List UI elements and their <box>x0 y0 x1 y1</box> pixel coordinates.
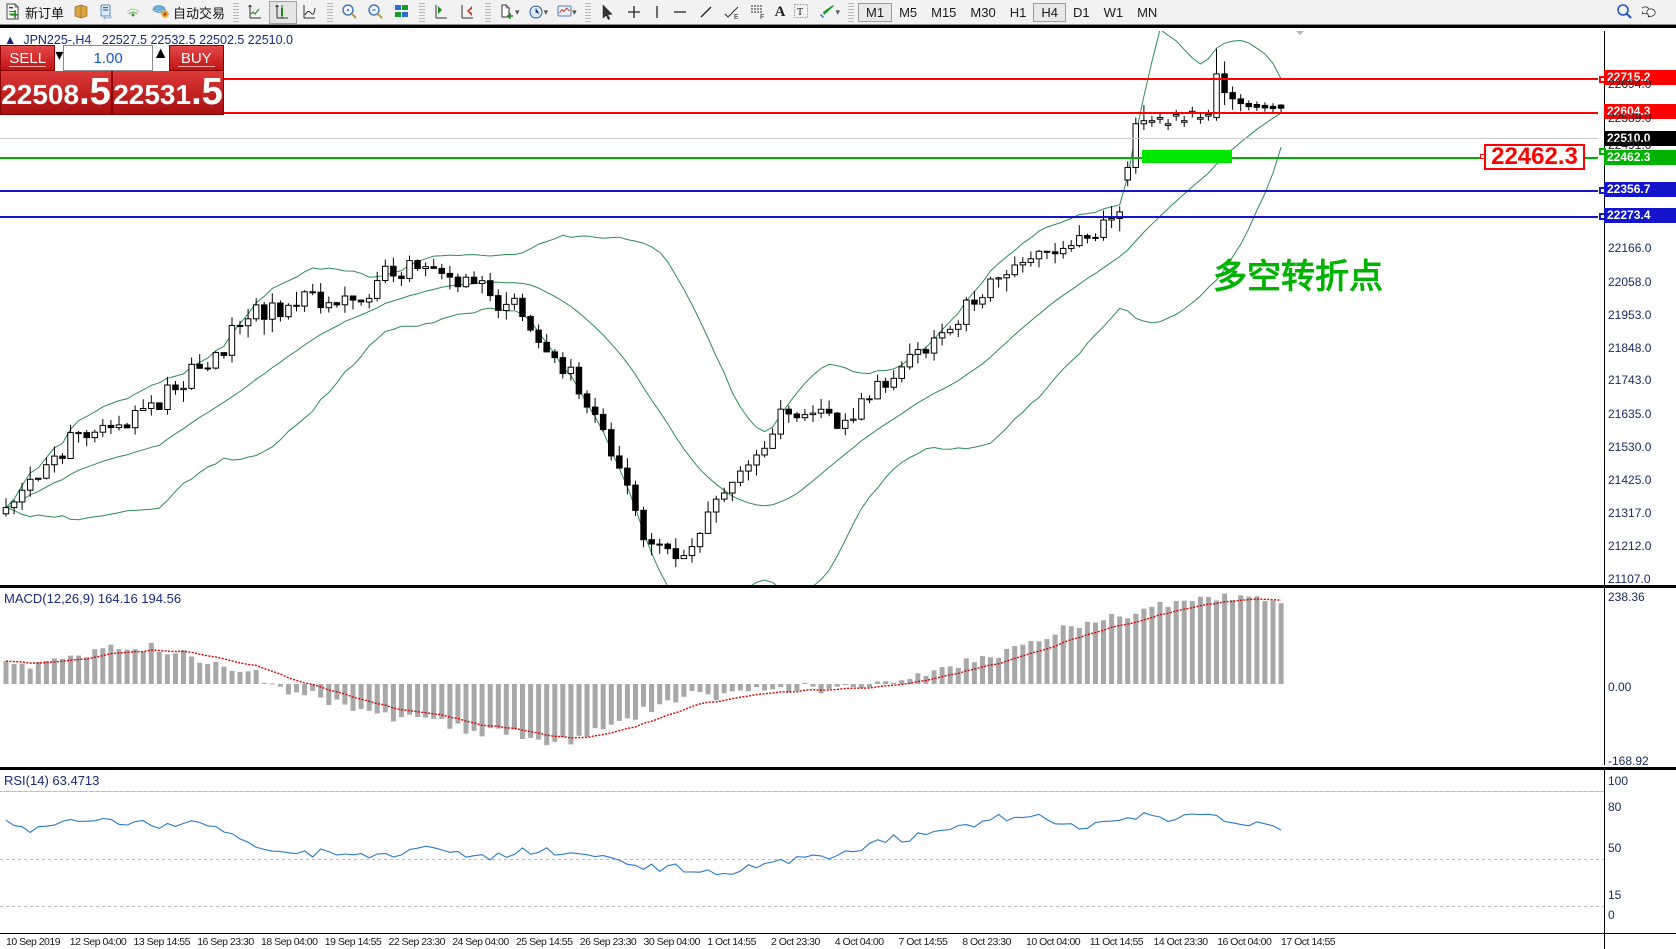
svg-text:T: T <box>797 7 803 18</box>
svg-text:F: F <box>760 14 764 21</box>
svg-text:E: E <box>734 14 739 21</box>
